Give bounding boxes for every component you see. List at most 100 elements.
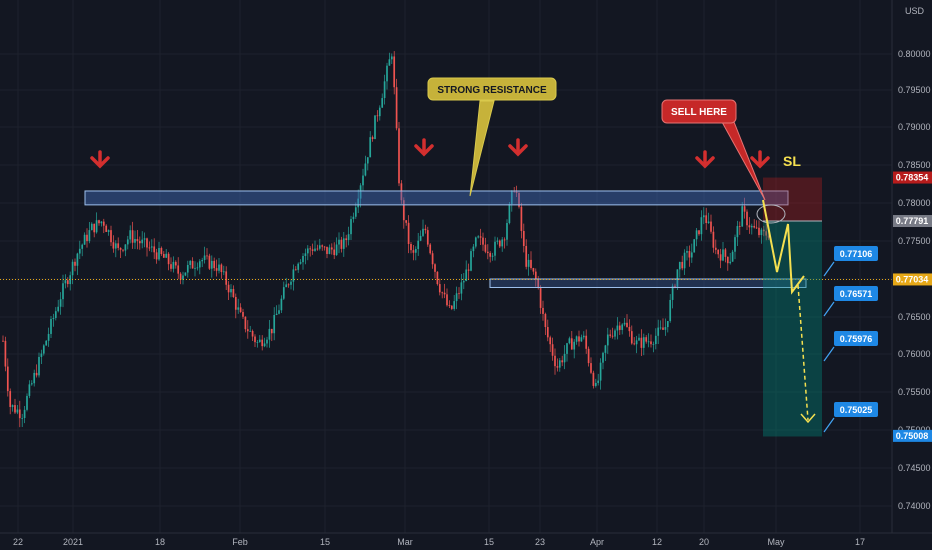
candle-body xyxy=(755,227,758,229)
candle-body xyxy=(724,249,727,257)
candle-body xyxy=(270,328,273,334)
candle-body xyxy=(69,275,72,285)
candle-body xyxy=(179,273,182,280)
candle-body xyxy=(635,340,638,345)
candle-body xyxy=(261,339,264,347)
candle-body xyxy=(765,231,768,236)
candle-body xyxy=(165,253,168,258)
candle-body xyxy=(750,225,753,228)
candle-body xyxy=(510,190,513,205)
candle-body xyxy=(669,299,672,322)
target-label-leader xyxy=(823,301,835,317)
candle-body xyxy=(518,192,520,207)
candle-body xyxy=(398,128,400,184)
y-tick-label: 0.74500 xyxy=(898,463,931,473)
x-tick-label: 20 xyxy=(699,537,709,547)
candle-body xyxy=(98,220,100,224)
candle-body xyxy=(402,200,405,221)
candle-body xyxy=(239,307,242,313)
resistance-callout-box xyxy=(427,77,557,101)
candle-body xyxy=(604,345,607,353)
candle-body xyxy=(170,264,172,269)
candle-body xyxy=(182,275,184,280)
candle-body xyxy=(597,380,600,383)
candle-body xyxy=(266,339,268,344)
candle-body xyxy=(321,245,324,247)
target-label-box xyxy=(834,331,878,346)
candle-body xyxy=(112,242,115,249)
candle-body xyxy=(714,247,717,250)
currency-label: USD xyxy=(905,6,925,16)
candle-body xyxy=(686,251,688,253)
candle-body xyxy=(220,264,223,273)
candles xyxy=(2,51,770,428)
candle-body xyxy=(450,305,453,309)
x-tick-label: Apr xyxy=(590,537,604,547)
candle-body xyxy=(328,247,331,254)
candle-body xyxy=(189,260,192,265)
candle-body xyxy=(237,307,240,310)
candle-body xyxy=(760,229,763,236)
candle-body xyxy=(558,360,561,368)
candle-body xyxy=(443,292,446,295)
candle-body xyxy=(383,81,386,99)
candle-body xyxy=(14,405,16,413)
candle-body xyxy=(614,330,616,337)
candle-body xyxy=(198,261,201,268)
candle-body xyxy=(618,325,621,330)
candle-body xyxy=(273,314,276,334)
target-label-leader xyxy=(823,346,835,362)
candle-body xyxy=(508,204,511,224)
candle-body xyxy=(400,183,403,201)
candle-body xyxy=(146,238,148,248)
candle-body xyxy=(580,337,583,342)
projection-dashed xyxy=(797,284,809,421)
candle-body xyxy=(100,221,103,224)
candle-body xyxy=(563,353,566,363)
candle-body xyxy=(95,220,98,233)
candle-body xyxy=(657,327,660,336)
candle-body xyxy=(592,372,595,386)
candle-body xyxy=(566,343,568,354)
candle-body xyxy=(412,250,415,253)
candle-body xyxy=(422,228,424,236)
candle-body xyxy=(54,311,57,318)
candle-body xyxy=(184,272,187,276)
candle-body xyxy=(64,280,67,284)
candle-body xyxy=(225,271,228,285)
x-tick-label: 17 xyxy=(855,537,865,547)
y-tick-label: 0.78000 xyxy=(898,198,931,208)
candle-body xyxy=(350,219,352,235)
candle-body xyxy=(33,372,36,384)
candle-body xyxy=(16,409,19,413)
candle-body xyxy=(38,356,40,376)
candle-body xyxy=(491,255,494,257)
candle-body xyxy=(81,244,84,249)
candle-body xyxy=(621,324,624,330)
candle-body xyxy=(434,264,436,272)
candle-body xyxy=(354,207,357,217)
candle-body xyxy=(575,336,578,342)
candle-body xyxy=(251,330,254,337)
candle-body xyxy=(359,185,362,199)
candle-body xyxy=(722,249,724,261)
candle-body xyxy=(371,137,374,139)
candle-body xyxy=(758,227,760,236)
candle-body xyxy=(642,337,645,348)
x-tick-label: 22 xyxy=(13,537,23,547)
candle-body xyxy=(698,230,700,235)
candle-body xyxy=(134,238,136,243)
x-tick-label: 2021 xyxy=(63,537,83,547)
candle-body xyxy=(470,251,472,271)
candle-body xyxy=(650,341,652,345)
candle-body xyxy=(530,259,532,269)
candle-body xyxy=(110,230,112,243)
price-tag xyxy=(893,429,932,442)
candle-body xyxy=(573,341,576,350)
candle-body xyxy=(11,405,14,407)
candle-body xyxy=(45,340,48,346)
target-label-text: 0.75025 xyxy=(840,405,873,415)
candle-body xyxy=(484,244,487,252)
candle-body xyxy=(726,256,729,264)
